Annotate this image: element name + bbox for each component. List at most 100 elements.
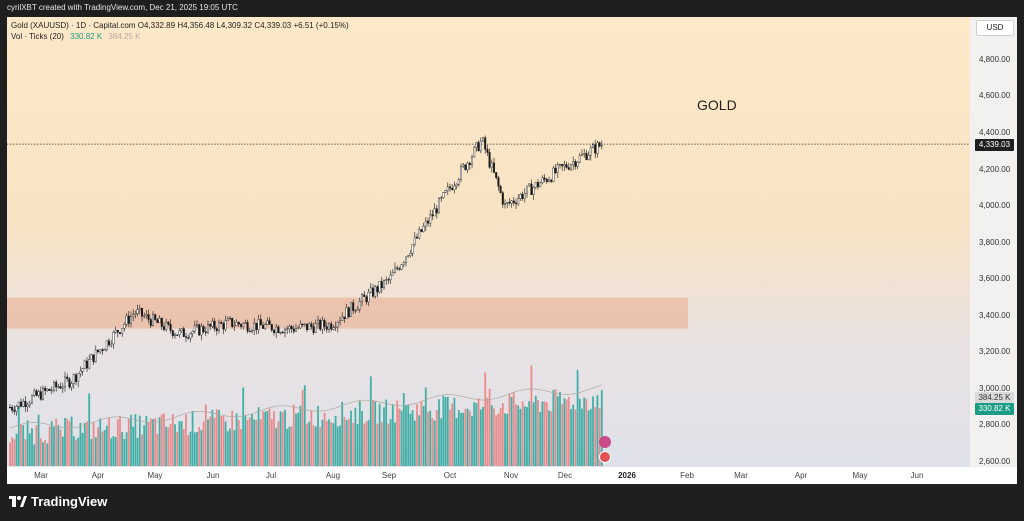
candle-body	[46, 388, 49, 391]
volume-bar	[213, 417, 216, 466]
volume-bar	[556, 396, 559, 466]
candle-body	[297, 327, 300, 329]
volume-bar	[576, 369, 579, 466]
volume-bar	[24, 439, 27, 466]
candle-body	[385, 279, 388, 281]
volume-bar	[383, 407, 385, 466]
volume-bar	[13, 439, 16, 466]
chart-annotation-text[interactable]: GOLD	[697, 97, 737, 113]
candle-body	[407, 255, 410, 258]
ohlc-low: L4,309.32	[216, 21, 253, 30]
volume-bar	[589, 408, 592, 466]
candle-body	[484, 137, 487, 150]
candle-body	[464, 164, 467, 170]
volume-bar	[83, 422, 86, 466]
candle-body	[526, 185, 529, 194]
candle-body	[193, 325, 196, 332]
candle-body	[596, 142, 599, 154]
volume-bar	[77, 437, 80, 466]
candle-body	[343, 316, 346, 319]
volume-bar	[132, 426, 135, 466]
currency-button[interactable]: USD	[976, 20, 1014, 36]
candle-body	[592, 144, 595, 149]
candle-body	[442, 192, 445, 198]
candle-body	[281, 332, 284, 334]
candle-body	[158, 318, 161, 323]
volume-bar	[134, 414, 137, 466]
candle-body	[356, 308, 359, 311]
volume-bar	[548, 410, 550, 466]
tradingview-logo-icon	[9, 496, 27, 507]
candle-body	[523, 193, 526, 199]
volume-bar	[81, 432, 84, 466]
volume-label[interactable]: Vol · Ticks (20)	[11, 32, 64, 41]
candle-body	[116, 329, 119, 333]
volume-bar	[178, 421, 181, 466]
candle-body	[204, 331, 207, 333]
volume-bar	[92, 422, 95, 466]
candle-body	[187, 337, 190, 339]
volume-bar	[103, 429, 106, 466]
candle-body	[224, 320, 227, 330]
candle-body	[165, 321, 168, 330]
volume-bar	[28, 433, 31, 466]
candle-body	[539, 182, 542, 188]
tradingview-logo[interactable]: TradingView	[9, 494, 107, 509]
candle-body	[143, 315, 146, 317]
ohlc-close: C4,339.03	[254, 21, 292, 30]
volume-bar	[482, 406, 484, 466]
volume-bar	[310, 410, 313, 466]
candle-body	[475, 142, 478, 148]
volume-bar	[424, 387, 427, 466]
event-flag-icon[interactable]	[599, 436, 611, 448]
symbol-name[interactable]: Gold (XAUUSD) · 1D · Capital.com	[11, 21, 136, 30]
us-flag-icon[interactable]	[599, 451, 611, 463]
chart-attribution: cyrilXBT created with TradingView.com, D…	[7, 3, 238, 12]
volume-bar	[435, 410, 438, 466]
candle-body	[220, 322, 223, 324]
price-tick-label: 2,800.00	[979, 420, 1011, 430]
volume-bar	[152, 419, 154, 466]
candle-body	[105, 340, 108, 350]
candle-body	[275, 326, 278, 333]
volume-bar	[332, 423, 335, 466]
volume-bar	[99, 418, 102, 466]
volume-bar	[554, 389, 557, 466]
candle-body	[156, 319, 159, 323]
candle-body	[171, 330, 174, 337]
volume-bar	[123, 439, 126, 466]
volume-bar	[587, 410, 590, 466]
candle-body	[53, 381, 56, 391]
volume-bar	[44, 440, 47, 466]
candle-body	[279, 332, 282, 334]
volume-bar	[592, 396, 594, 466]
price-tick-label: 3,200.00	[979, 347, 1011, 357]
candle-body	[114, 329, 117, 333]
candle-body	[59, 386, 62, 389]
volume-bar	[317, 406, 319, 466]
volume-bar	[209, 416, 212, 466]
volume-bar	[477, 398, 480, 466]
candle-body	[372, 287, 375, 297]
candle-body	[72, 374, 75, 384]
candle-body	[288, 326, 291, 330]
candle-body	[257, 319, 260, 330]
volume-bar	[11, 437, 14, 466]
time-axis[interactable]	[7, 467, 1017, 484]
volume-bar	[88, 393, 91, 466]
chart-plot-area[interactable]	[7, 17, 970, 467]
volume-bar	[561, 404, 564, 466]
price-tick-label: 4,000.00	[979, 201, 1011, 211]
volume-bar	[345, 420, 348, 466]
volume-bar	[229, 428, 231, 466]
volume-ma-value: 384.25 K	[108, 32, 141, 41]
volume-bar	[64, 417, 66, 466]
candle-body	[228, 317, 231, 320]
volume-bar	[594, 407, 597, 466]
volume-bar	[515, 404, 517, 466]
candle-body	[574, 161, 577, 167]
volume-bar	[581, 408, 583, 466]
volume-bar	[530, 365, 533, 466]
volume-bar	[235, 413, 238, 466]
